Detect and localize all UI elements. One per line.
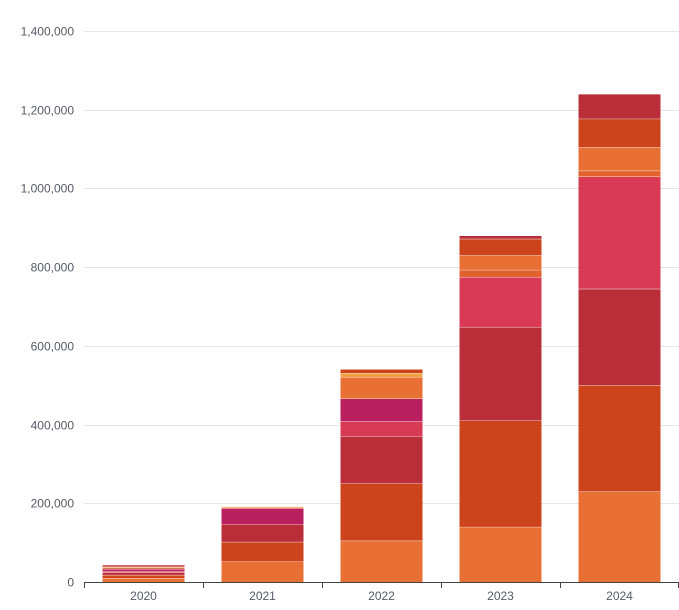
bar-segment	[221, 561, 304, 582]
x-tick-label: 2020	[130, 589, 157, 603]
axis-labels: 0 200,000 400,000 600,000 800,000 1,000,000 1,…	[21, 25, 634, 604]
y-tick-label: 800,000	[31, 261, 75, 275]
bar-segment	[340, 369, 423, 374]
bar-segment	[578, 385, 661, 492]
bar-segment	[459, 326, 542, 421]
bar-segment	[578, 93, 661, 119]
bar-segment	[102, 565, 185, 568]
bar-segment	[221, 507, 304, 509]
bar-segment	[578, 176, 661, 289]
bar-segment	[102, 574, 185, 579]
x-tick-label: 2021	[249, 589, 276, 603]
y-tick-label: 1,000,000	[21, 182, 75, 196]
bar-segment	[340, 540, 423, 582]
bar-segment	[340, 483, 423, 541]
bar-segment	[102, 572, 185, 575]
bar-segment	[578, 288, 661, 386]
bar-segment	[578, 491, 661, 582]
bar-segment	[102, 564, 185, 566]
bar-segment	[459, 269, 542, 277]
bar-segment	[221, 508, 304, 525]
bar-segment	[459, 238, 542, 256]
x-tick-label: 2022	[368, 589, 395, 603]
bar-segment	[459, 526, 542, 582]
y-tick-label: 1,200,000	[21, 104, 75, 118]
bar-segment	[340, 436, 423, 484]
bar-segment	[340, 373, 423, 377]
bar-segment	[340, 421, 423, 437]
bar-segment	[578, 170, 661, 177]
bar-segment	[102, 567, 185, 570]
x-tick-label: 2024	[606, 589, 633, 603]
x-axis	[84, 582, 679, 588]
grid-lines	[84, 31, 679, 504]
y-tick-label: 1,400,000	[21, 25, 75, 39]
bar-segment	[578, 147, 661, 171]
bar-segment	[459, 276, 542, 327]
bar-segment	[459, 255, 542, 270]
bar-segment	[340, 376, 423, 399]
y-tick-label: 200,000	[31, 497, 75, 511]
bar-segment	[102, 578, 185, 582]
bar-segment	[340, 398, 423, 422]
bar-segment	[459, 420, 542, 527]
x-tick-label: 2023	[487, 589, 514, 603]
y-tick-label: 600,000	[31, 340, 75, 354]
bar-segment	[578, 118, 661, 148]
bars	[102, 93, 661, 582]
bar-segment	[102, 569, 185, 571]
bar-segment	[221, 541, 304, 562]
bar-segment	[459, 235, 542, 239]
bar-segment	[221, 524, 304, 542]
bar-segment	[102, 570, 185, 573]
y-tick-label: 400,000	[31, 419, 75, 433]
y-tick-label: 0	[67, 576, 74, 590]
